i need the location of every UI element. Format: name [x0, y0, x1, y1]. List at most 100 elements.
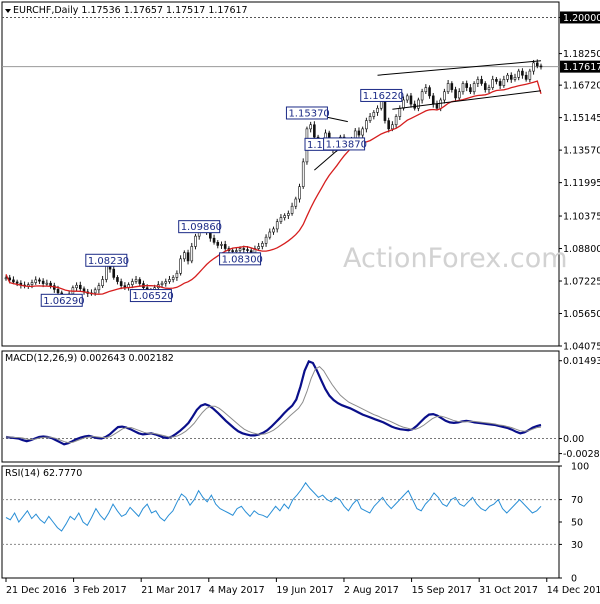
rsi-y-tick-label: 0 — [571, 574, 577, 585]
y-tick-label: 1.10375 — [563, 212, 600, 223]
candle-body — [41, 280, 45, 284]
candle-body — [491, 79, 495, 88]
candle-body — [446, 83, 450, 93]
macd-series-line-1 — [6, 365, 542, 444]
y-tick-label: 1.16720 — [563, 81, 600, 92]
annotation-label: 1.06290 — [43, 296, 84, 307]
candle-body — [223, 244, 227, 249]
x-tick-label: 31 Oct 2017 — [479, 585, 538, 596]
candle-body — [431, 95, 435, 105]
candle-body — [38, 279, 41, 282]
candle-body — [275, 221, 279, 230]
candle-body — [357, 130, 361, 136]
candle-body — [398, 107, 402, 117]
panel-frame-2 — [1, 465, 560, 579]
candle-body — [372, 112, 376, 117]
annotation-label: 1.16220 — [363, 91, 404, 102]
channel-lower-line — [392, 90, 542, 110]
candle-body — [457, 91, 461, 99]
candle-body — [186, 252, 190, 262]
candle-body — [105, 264, 108, 280]
candle-body — [79, 284, 82, 290]
candle-body — [465, 83, 468, 88]
candle-body — [365, 120, 368, 130]
candle-body — [420, 91, 424, 101]
y-tick-label: 1.04075 — [563, 342, 600, 353]
candle-body — [301, 161, 305, 187]
candle-body — [476, 79, 480, 84]
candle-body — [15, 281, 19, 284]
candle-body — [528, 70, 532, 80]
candle-body — [443, 91, 446, 101]
candle-body — [45, 282, 49, 285]
candle-body — [242, 248, 246, 250]
candle-body — [119, 281, 123, 286]
annotation-box — [323, 137, 366, 151]
candle-body — [171, 277, 175, 280]
candle-body — [134, 279, 138, 282]
round-level-box — [560, 11, 600, 24]
x-tick-label: 14 Dec 2017 — [547, 585, 600, 596]
annotation-label: 1.06520 — [132, 291, 173, 302]
candle-body — [368, 116, 372, 121]
candle-body — [454, 89, 457, 99]
candle-body — [461, 83, 465, 93]
candle-body — [513, 76, 517, 80]
round-level-label: 1.20000 — [563, 13, 600, 24]
y-tick-label: 1.13570 — [563, 146, 600, 157]
annotation-box — [178, 220, 221, 234]
title-arrow-icon — [5, 9, 11, 13]
candle-body — [495, 79, 498, 82]
y-tick-label: 1.18250 — [563, 49, 600, 60]
candle-body — [235, 250, 238, 252]
candle-body — [246, 249, 249, 251]
y-tick-label: 1.07225 — [563, 277, 600, 288]
candle-body — [394, 116, 398, 126]
candle-body — [298, 186, 301, 200]
candle-body — [435, 103, 439, 109]
candle-body — [424, 87, 428, 93]
annotation-box — [129, 289, 172, 303]
candle-body — [279, 217, 283, 223]
candle-body — [417, 99, 420, 109]
candle-body — [376, 107, 379, 113]
watermark-text: ActionForex.com — [343, 243, 568, 274]
candle-body — [168, 279, 171, 282]
main-chart-title: EURCHF,Daily 1.17536 1.17657 1.17517 1.1… — [13, 5, 248, 16]
candle-body — [502, 79, 506, 86]
candle-body — [257, 246, 260, 249]
macd-y-tick-label: 0.00 — [563, 434, 584, 445]
candle-body — [220, 244, 223, 246]
candle-body — [483, 83, 487, 90]
candle-body — [509, 74, 513, 80]
candle-body — [517, 70, 521, 78]
panel-frame-0 — [1, 1, 560, 347]
annotation-box — [40, 293, 83, 307]
annotation-label: 1.13870 — [326, 139, 367, 150]
candle-body — [93, 289, 97, 294]
annotation-box — [360, 88, 403, 102]
candle-body — [30, 282, 34, 285]
x-tick-label: 4 May 2017 — [209, 585, 265, 596]
annotation-box — [219, 252, 262, 266]
candle-body — [439, 99, 442, 109]
candle-body — [361, 128, 364, 136]
x-tick-label: 21 Dec 2016 — [6, 585, 67, 596]
y-tick-label: 1.15145 — [563, 113, 600, 124]
candle-body — [175, 272, 179, 278]
candle-body — [506, 74, 509, 80]
candle-body — [194, 235, 197, 247]
candle-body — [190, 246, 194, 262]
rsi-title: RSI(14) 62.7770 — [5, 468, 82, 479]
candle-body — [480, 79, 483, 84]
rsi-series-line — [5, 481, 542, 532]
channel-upper-line — [377, 60, 542, 76]
candle-body — [294, 198, 298, 207]
candle-body — [309, 124, 312, 130]
last-price-box — [560, 60, 600, 73]
candle-body — [469, 87, 472, 93]
candle-body — [231, 250, 234, 252]
candle-body — [75, 284, 78, 289]
candle-body — [160, 282, 164, 285]
macd-series-line-0 — [5, 359, 542, 446]
